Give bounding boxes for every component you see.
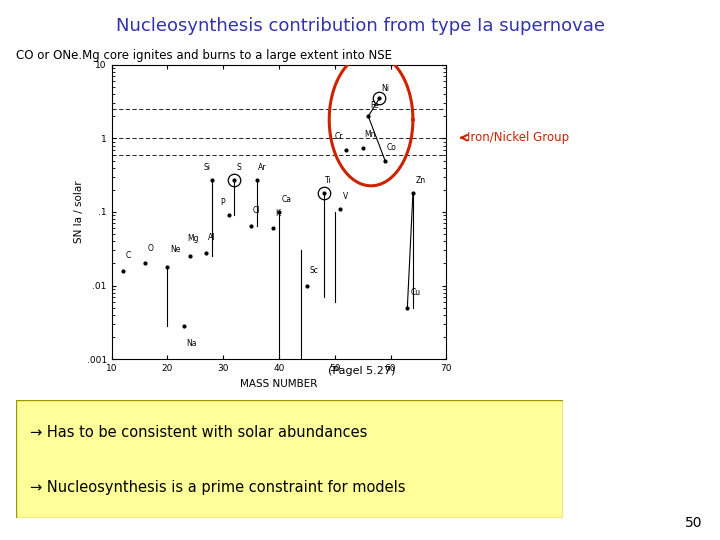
- Text: Cu: Cu: [410, 288, 420, 297]
- Text: C: C: [125, 251, 131, 260]
- Text: K: K: [275, 208, 280, 218]
- Text: Cl: Cl: [253, 206, 260, 215]
- Text: Al: Al: [208, 233, 215, 242]
- Text: P: P: [220, 198, 225, 207]
- Text: Ne: Ne: [170, 245, 181, 254]
- Text: Ar: Ar: [258, 163, 267, 172]
- Text: Iron/Nickel Group: Iron/Nickel Group: [467, 131, 569, 144]
- Text: Co: Co: [387, 143, 397, 152]
- FancyBboxPatch shape: [16, 400, 563, 518]
- Text: Mg: Mg: [187, 234, 199, 244]
- Text: → Nucleosynthesis is a prime constraint for models: → Nucleosynthesis is a prime constraint …: [30, 480, 405, 495]
- Text: Si: Si: [204, 163, 211, 172]
- Text: Nucleosynthesis contribution from type Ia supernovae: Nucleosynthesis contribution from type I…: [115, 17, 605, 35]
- Y-axis label: SN Ia / solar: SN Ia / solar: [74, 181, 84, 243]
- Text: Na: Na: [186, 339, 197, 348]
- Text: S: S: [236, 163, 240, 172]
- Text: V: V: [343, 192, 348, 200]
- Text: → Has to be consistent with solar abundances: → Has to be consistent with solar abunda…: [30, 426, 367, 440]
- X-axis label: MASS NUMBER: MASS NUMBER: [240, 379, 318, 388]
- Text: Zn: Zn: [415, 176, 426, 185]
- Text: Fe: Fe: [370, 102, 379, 110]
- Text: 50: 50: [685, 516, 702, 530]
- Text: (Pagel 5.27): (Pagel 5.27): [328, 366, 395, 376]
- Text: CO or ONe.Mg core ignites and burns to a large extent into NSE: CO or ONe.Mg core ignites and burns to a…: [16, 49, 392, 62]
- Text: Cr: Cr: [335, 132, 343, 141]
- Text: O: O: [148, 244, 154, 253]
- Text: Mn: Mn: [364, 130, 376, 139]
- Text: Ti: Ti: [325, 176, 332, 185]
- Text: Sc: Sc: [310, 266, 318, 275]
- Text: Ni: Ni: [381, 84, 389, 92]
- Text: Ca: Ca: [282, 194, 292, 204]
